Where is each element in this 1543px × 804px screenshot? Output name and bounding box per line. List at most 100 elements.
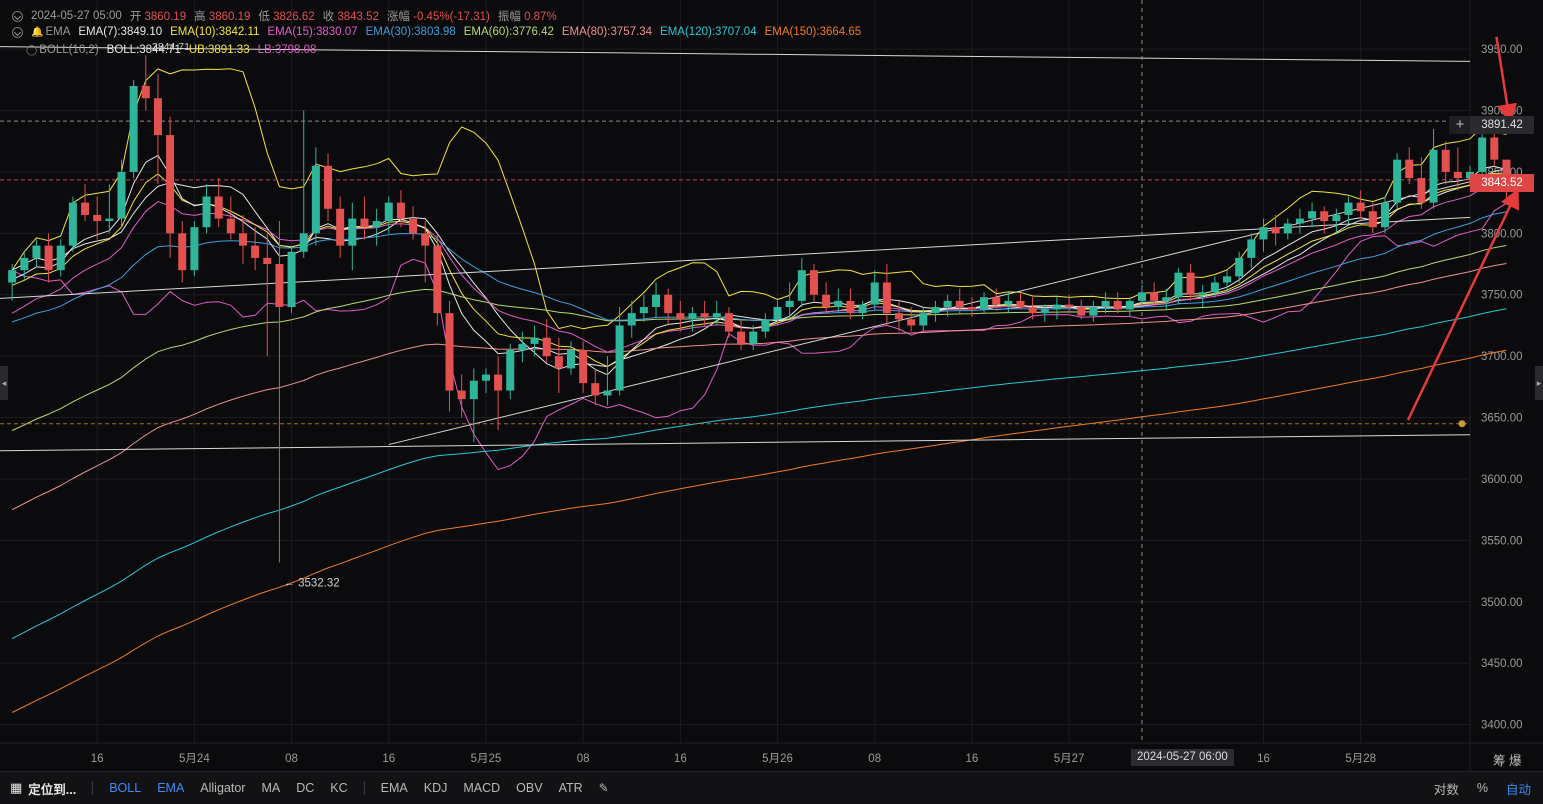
edit-indicators-icon[interactable]: ✎	[598, 781, 609, 795]
candle-body	[591, 383, 600, 396]
candle-body	[360, 218, 369, 228]
ema7-line	[11, 154, 1507, 376]
candle-body	[1223, 276, 1232, 283]
ub-price-badge: 3891.42	[1470, 116, 1534, 134]
candle-body	[481, 374, 490, 381]
candle-body	[992, 297, 1001, 305]
main-indicators: BOLL EMA Alligator MA DC KC	[101, 781, 355, 795]
x-tick-label: 08	[577, 753, 590, 765]
candle-body	[737, 331, 746, 344]
trendline	[0, 46, 1471, 62]
candle-body	[919, 313, 928, 326]
close-label: 收	[322, 11, 335, 23]
low-label: 低	[258, 11, 270, 23]
candle-body	[178, 233, 187, 271]
left-panel-handle[interactable]: ◂	[0, 366, 8, 400]
boll_row-item-2: LB:3798.08	[258, 44, 317, 56]
legend-item-value: 3842.11	[218, 26, 260, 38]
legend-item-label: LB:	[257, 44, 275, 56]
add-alert-plus-icon[interactable]: +	[1449, 116, 1471, 134]
collapse-icon[interactable]	[12, 10, 23, 22]
indicator-dc-button[interactable]: DC	[296, 781, 315, 795]
ema80-line	[11, 263, 1507, 511]
candle-body	[1490, 137, 1499, 160]
candle-body	[627, 313, 636, 326]
ema_row-item-3: EMA(30):3803.98	[366, 26, 456, 38]
candle-body	[943, 300, 952, 308]
indicator-alligator-button[interactable]: Alligator	[200, 781, 246, 795]
bottom-red-arrow	[1406, 188, 1520, 421]
candle-body	[773, 307, 782, 320]
candle-body	[797, 270, 806, 301]
candle-body	[1077, 307, 1086, 316]
candle-body	[506, 350, 515, 391]
low-value: 3826.62	[273, 11, 315, 23]
candle-body	[1040, 309, 1049, 314]
sub-indicator-atr-button[interactable]: ATR	[558, 781, 583, 795]
candle-body	[166, 135, 175, 234]
alert-bell-icon[interactable]: ◯	[26, 44, 38, 56]
boll_row-item-1: UB:3891.33	[189, 44, 250, 56]
candle-body	[409, 218, 418, 234]
collapse-icon[interactable]	[12, 26, 23, 38]
candle-body	[749, 331, 758, 344]
legend-item-value: 3830.07	[316, 26, 358, 38]
change-label: 涨幅	[386, 11, 410, 23]
candle-body	[81, 202, 90, 215]
trendline	[388, 181, 1471, 446]
legend-time: 2024-05-27 05:00	[31, 10, 122, 22]
indicator-ma-button[interactable]: MA	[261, 781, 281, 795]
candle-body	[1028, 307, 1037, 314]
y-tick-label: 3400.00	[1481, 720, 1523, 732]
trendline	[0, 434, 1471, 452]
indicator-kc-button[interactable]: KC	[330, 781, 348, 795]
right-panel-handle[interactable]: ▸	[1535, 366, 1543, 400]
candle-body	[457, 390, 466, 400]
legend-item-value: 3757.34	[610, 26, 653, 38]
candle-body	[384, 202, 393, 222]
candle-body	[639, 307, 648, 314]
candle-body	[287, 251, 296, 308]
candle-body	[1113, 300, 1122, 310]
legend-ohlc: 2024-05-27 05:00 开 3860.19 高 3860.19 低 3…	[12, 8, 557, 24]
low-price-marker: ← 3532.32	[283, 577, 339, 589]
log-scale-toggle[interactable]: 对数	[1433, 782, 1459, 797]
candle-body	[299, 233, 308, 252]
crosshair-time-badge: 2024-05-27 06:00	[1131, 749, 1234, 766]
candle-body	[615, 325, 624, 391]
sub-indicator-ema-button[interactable]: EMA	[380, 781, 408, 795]
candle-body	[822, 294, 831, 308]
candle-body	[1174, 272, 1183, 298]
candle-body	[834, 300, 843, 308]
candle-body	[1502, 159, 1511, 180]
sub-indicator-obv-button[interactable]: OBV	[516, 781, 543, 795]
top-red-arrow	[1495, 36, 1517, 125]
axis-corner-label[interactable]: 筹 爆	[1493, 754, 1522, 768]
candle-body	[348, 218, 357, 246]
y-tick-label: 3750.00	[1481, 290, 1523, 302]
percent-scale-toggle[interactable]: %	[1476, 781, 1488, 795]
auto-scale-toggle[interactable]: 自动	[1505, 782, 1531, 797]
locate-button[interactable]: ▦ 定位到...	[0, 779, 84, 798]
indicator-boll-button[interactable]: BOLL	[109, 781, 142, 795]
boll-indicator-name[interactable]: BOLL(10,2)	[39, 44, 99, 56]
candle-body	[1065, 304, 1074, 308]
boll-upper-line	[11, 68, 1507, 330]
candle-body	[1441, 149, 1450, 172]
legend-item-value: 3844.71	[139, 44, 181, 56]
indicator-ema-button[interactable]: EMA	[157, 781, 185, 795]
sub-indicator-kdj-button[interactable]: KDJ	[423, 781, 448, 795]
candle-body	[433, 245, 442, 314]
ema-indicator-name[interactable]: EMA	[45, 26, 71, 38]
open-value: 3860.19	[144, 11, 187, 23]
change-value: -0.45%(-17.31)	[413, 11, 490, 23]
candle-body	[530, 337, 539, 344]
ema60-line	[11, 245, 1507, 431]
alert-bell-icon[interactable]: 🔔	[31, 26, 44, 38]
price-chart[interactable]: 3400.00 3450.00 3500.00 3550.00 3600.00 3650.…	[0, 0, 1543, 771]
candle-body	[1308, 211, 1317, 219]
x-tick-label: 16	[674, 753, 687, 765]
sub-indicator-macd-button[interactable]: MACD	[463, 781, 501, 795]
candle-body	[1186, 272, 1195, 295]
legend-item-value: 3776.42	[512, 26, 554, 38]
